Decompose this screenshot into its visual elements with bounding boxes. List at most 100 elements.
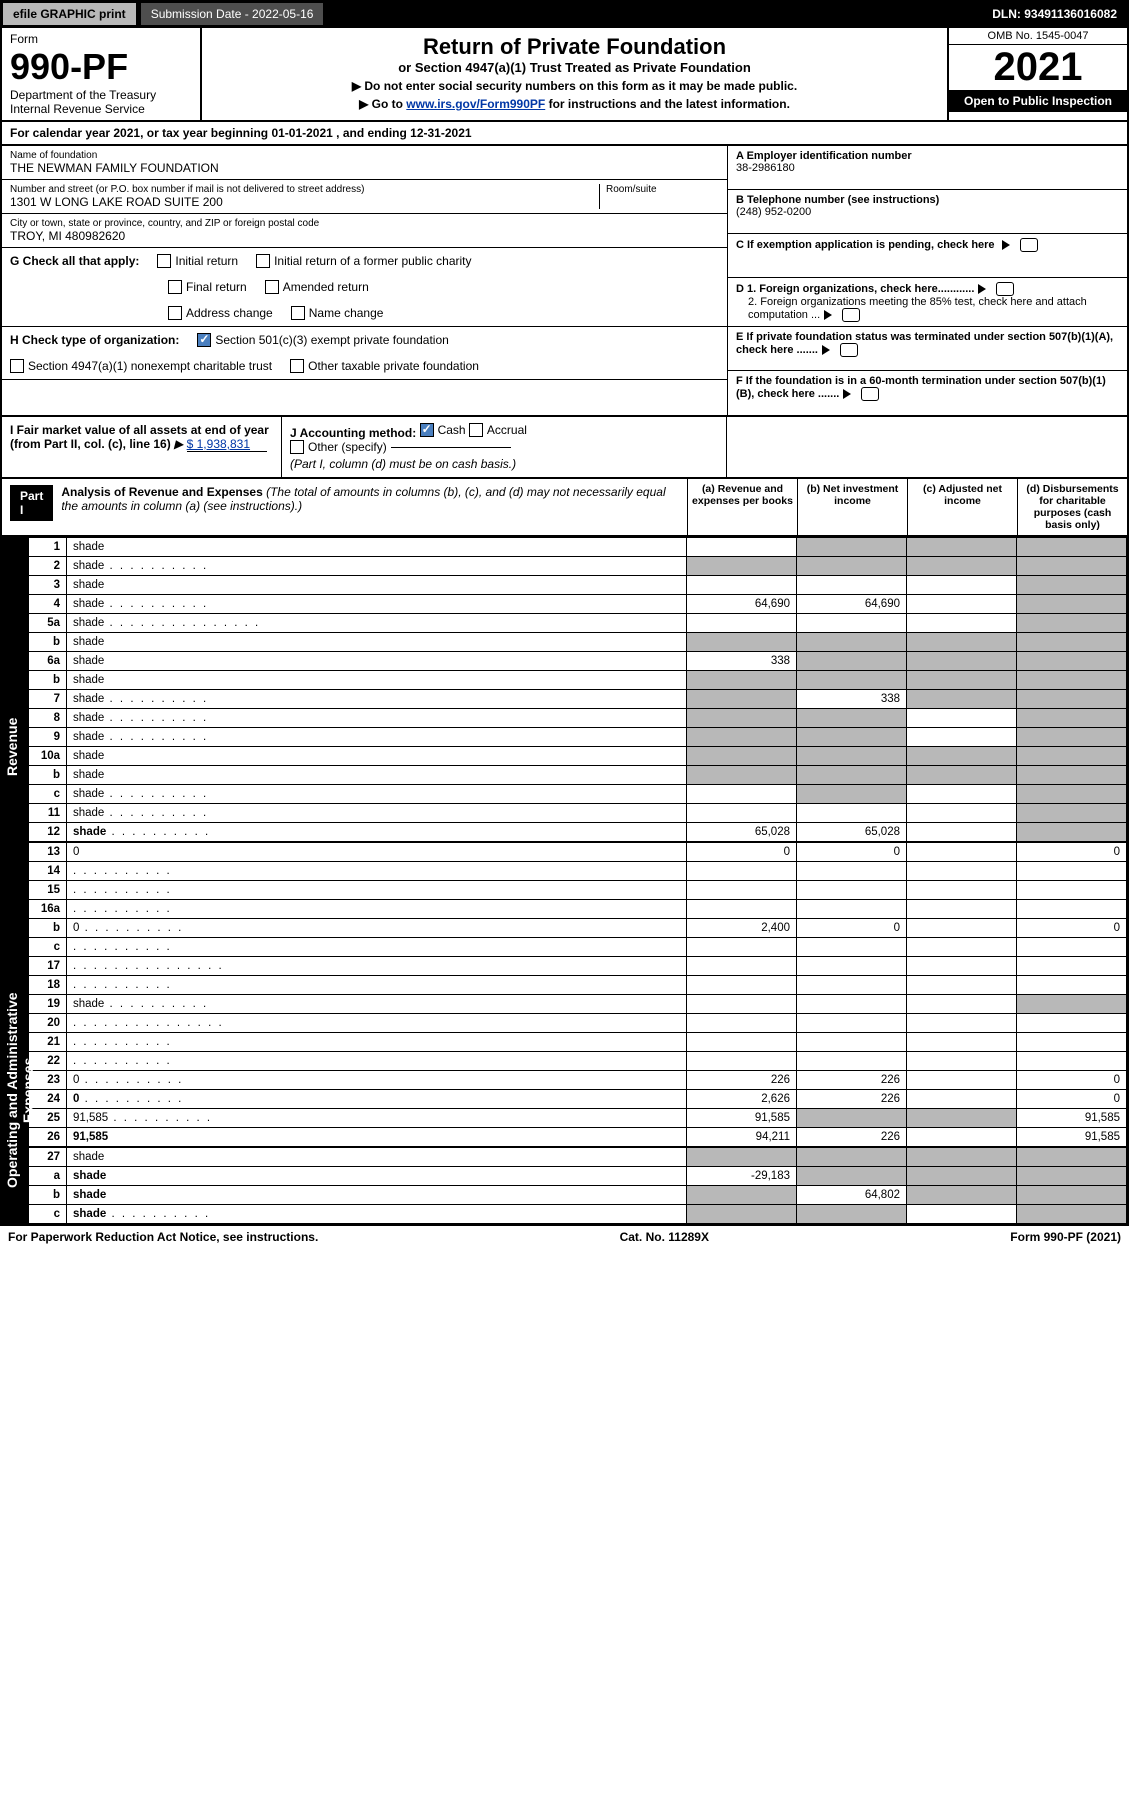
amount-cell <box>907 1109 1017 1128</box>
amount-cell <box>797 957 907 976</box>
501c3-checkbox[interactable] <box>197 333 211 347</box>
final-return-checkbox[interactable] <box>168 280 182 294</box>
amount-cell <box>797 995 907 1014</box>
table-row: 22 <box>29 1052 1127 1071</box>
amount-cell <box>1017 1147 1127 1167</box>
amount-cell <box>1017 785 1127 804</box>
amount-cell <box>797 1033 907 1052</box>
amount-cell <box>687 995 797 1014</box>
d2-label: 2. Foreign organizations meeting the 85%… <box>748 296 1087 321</box>
line-number: b <box>29 919 67 938</box>
amount-cell <box>1017 728 1127 747</box>
amount-cell <box>907 842 1017 862</box>
table-row: 2691,58594,21122691,585 <box>29 1128 1127 1148</box>
opt-cash: Cash <box>438 423 466 437</box>
line-desc <box>67 1052 687 1071</box>
e-label: E If private foundation status was termi… <box>736 331 1113 356</box>
4947a1-checkbox[interactable] <box>10 359 24 373</box>
f-checkbox[interactable] <box>861 387 879 401</box>
amount-cell <box>907 919 1017 938</box>
table-row: 3shade <box>29 576 1127 595</box>
amount-cell: -29,183 <box>687 1167 797 1186</box>
opt-501c3: Section 501(c)(3) exempt private foundat… <box>215 333 448 347</box>
amount-cell <box>907 728 1017 747</box>
amount-cell <box>687 1147 797 1167</box>
amount-cell <box>1017 576 1127 595</box>
note-pre: ▶ Go to <box>359 97 406 111</box>
line-desc: shade <box>67 995 687 1014</box>
initial-return-checkbox[interactable] <box>157 254 171 268</box>
table-row: 2shade <box>29 557 1127 576</box>
amount-cell <box>907 1014 1017 1033</box>
table-row: 17 <box>29 957 1127 976</box>
amount-cell <box>687 976 797 995</box>
amount-cell <box>907 633 1017 652</box>
fmv-link[interactable]: $ 1,938,831 <box>187 437 267 452</box>
line-number: 27 <box>29 1147 67 1167</box>
amount-cell <box>1017 671 1127 690</box>
other-method-checkbox[interactable] <box>290 440 304 454</box>
open-public-badge: Open to Public Inspection <box>949 90 1127 112</box>
line-desc: shade <box>67 1186 687 1205</box>
amount-cell <box>907 747 1017 766</box>
amount-cell <box>797 862 907 881</box>
amount-cell <box>907 690 1017 709</box>
room-label: Room/suite <box>606 184 719 195</box>
calendar-year-row: For calendar year 2021, or tax year begi… <box>0 122 1129 146</box>
table-row: 5ashade <box>29 614 1127 633</box>
table-row: 9shade <box>29 728 1127 747</box>
amount-cell <box>687 747 797 766</box>
amount-cell <box>1017 1052 1127 1071</box>
table-row: 19shade <box>29 995 1127 1014</box>
amount-cell: 226 <box>797 1090 907 1109</box>
accrual-checkbox[interactable] <box>469 423 483 437</box>
line-desc: shade <box>67 728 687 747</box>
form-990pf-link[interactable]: www.irs.gov/Form990PF <box>406 97 545 111</box>
h-check-section: H Check type of organization: Section 50… <box>2 327 727 380</box>
foundation-city: TROY, MI 480982620 <box>10 229 719 243</box>
line-desc: shade <box>67 804 687 823</box>
amount-cell: 64,802 <box>797 1186 907 1205</box>
other-taxable-checkbox[interactable] <box>290 359 304 373</box>
line-number: b <box>29 671 67 690</box>
amount-cell <box>907 1147 1017 1167</box>
part1-header: Part I Analysis of Revenue and Expenses … <box>0 479 1129 537</box>
line-number: c <box>29 938 67 957</box>
line-desc: shade <box>67 1147 687 1167</box>
amount-cell: 64,690 <box>797 595 907 614</box>
initial-former-checkbox[interactable] <box>256 254 270 268</box>
efile-print-button[interactable]: efile GRAPHIC print <box>2 2 137 26</box>
table-row: c <box>29 938 1127 957</box>
amount-cell <box>687 1033 797 1052</box>
table-row: 16a <box>29 900 1127 919</box>
opt-accrual: Accrual <box>487 423 527 437</box>
e-checkbox[interactable] <box>840 343 858 357</box>
amount-cell: 65,028 <box>797 823 907 843</box>
amount-cell: 0 <box>1017 1090 1127 1109</box>
footer: For Paperwork Reduction Act Notice, see … <box>0 1226 1129 1248</box>
amount-cell <box>1017 862 1127 881</box>
submission-date: Submission Date - 2022-05-16 <box>141 3 324 25</box>
line-number: b <box>29 1186 67 1205</box>
d1-checkbox[interactable] <box>996 282 1014 296</box>
amount-cell <box>907 1167 1017 1186</box>
addr-label: Number and street (or P.O. box number if… <box>10 184 599 195</box>
cash-checkbox[interactable] <box>420 423 434 437</box>
line-number: 11 <box>29 804 67 823</box>
tax-year: 2021 <box>949 45 1127 90</box>
amount-cell <box>907 785 1017 804</box>
c-checkbox[interactable] <box>1020 238 1038 252</box>
table-row: 4shade64,69064,690 <box>29 595 1127 614</box>
address-change-checkbox[interactable] <box>168 306 182 320</box>
name-change-checkbox[interactable] <box>291 306 305 320</box>
d2-checkbox[interactable] <box>842 308 860 322</box>
c-label: C If exemption application is pending, c… <box>736 239 995 251</box>
amended-return-checkbox[interactable] <box>265 280 279 294</box>
amount-cell: 91,585 <box>687 1109 797 1128</box>
amount-cell <box>1017 652 1127 671</box>
amount-cell <box>687 728 797 747</box>
amount-cell <box>1017 709 1127 728</box>
amount-cell <box>907 1205 1017 1224</box>
form-subtitle: or Section 4947(a)(1) Trust Treated as P… <box>212 60 937 75</box>
amount-cell: 0 <box>687 842 797 862</box>
